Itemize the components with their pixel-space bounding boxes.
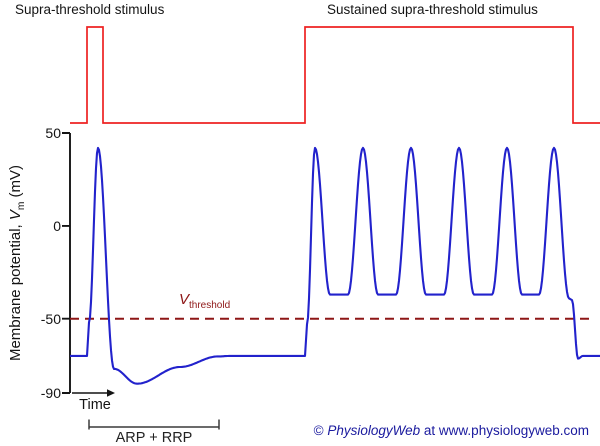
y-axis-label-text: Membrane potential, — [7, 220, 24, 362]
credit-brand: PhysiologyWeb — [327, 423, 421, 438]
y-tick-label: -90 — [40, 385, 61, 401]
y-axis — [62, 132, 71, 394]
y-tick-label: -50 — [40, 310, 61, 327]
y-axis-label-sub: m — [16, 201, 27, 211]
y-tick-label: 0 — [53, 217, 61, 234]
refractory-period-bracket — [88, 419, 220, 430]
refractory-label: ARP + RRP — [115, 430, 193, 446]
membrane-potential-trace — [70, 146, 600, 385]
threshold-label: Vthreshold — [179, 291, 230, 311]
y-axis-label-unit: (mV) — [7, 164, 24, 202]
credit-text: © PhysiologyWeb at www.physiologyweb.com — [314, 423, 589, 438]
credit-symbol: © — [313, 423, 328, 438]
y-tick-label: 50 — [45, 125, 61, 141]
stimulus-trace — [70, 26, 600, 124]
time-arrow-icon — [72, 389, 115, 397]
stimulus2-title: Sustained supra-threshold stimulus — [327, 2, 538, 17]
credit-url: at www.physiologyweb.com — [420, 423, 589, 438]
stimulus1-title: Supra-threshold stimulus — [15, 2, 165, 17]
time-axis-label: Time — [79, 397, 111, 413]
threshold-label-sub: threshold — [189, 300, 231, 311]
threshold-label-var: V — [179, 291, 190, 308]
y-axis-label-var: V — [7, 210, 24, 221]
